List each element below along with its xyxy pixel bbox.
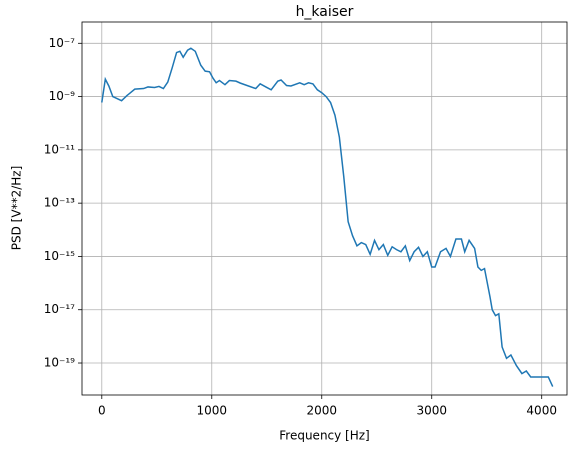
y-tick-label: 10⁻¹³	[44, 196, 75, 210]
x-tick-label: 4000	[526, 404, 557, 418]
y-axis-label: PSD [V**2/Hz]	[10, 166, 24, 250]
y-tick-label: 10⁻¹⁹	[44, 356, 75, 370]
y-tick-label: 10⁻⁹	[49, 89, 76, 103]
x-tick-label: 1000	[196, 404, 227, 418]
x-tick-label: 3000	[416, 404, 447, 418]
plot-frame	[81, 21, 568, 396]
x-axis-label: Frequency [Hz]	[279, 429, 370, 443]
data-line	[101, 47, 554, 387]
y-tick-label: 10⁻⁷	[49, 36, 76, 50]
x-tick-label: 0	[98, 404, 106, 418]
y-tick-label: 10⁻¹¹	[44, 142, 75, 156]
y-tick-label: 10⁻¹⁵	[44, 249, 75, 263]
x-tick-label: 2000	[306, 404, 337, 418]
y-tick-label: 10⁻¹⁷	[44, 302, 75, 316]
chart-title: h_kaiser	[296, 4, 354, 20]
